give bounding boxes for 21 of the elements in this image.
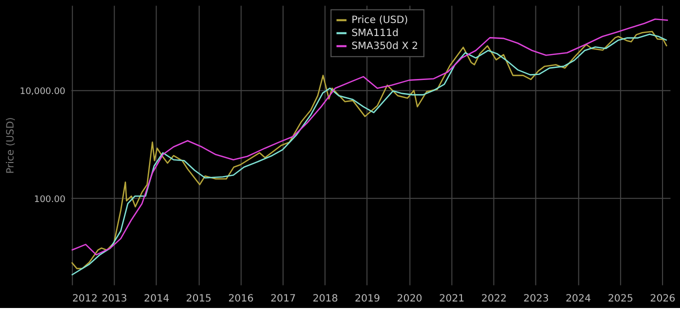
x-tick-label: 2025 <box>608 293 634 304</box>
x-tick-label: 2019 <box>354 293 380 304</box>
x-tick-label: 2021 <box>439 293 465 304</box>
x-tick-label: 2014 <box>144 293 170 304</box>
y-tick-label: 100.00 <box>34 194 66 205</box>
y-tick-label: 10,000.00 <box>20 86 66 97</box>
x-tick-label: 2016 <box>228 293 254 304</box>
legend-label: Price (USD) <box>351 15 408 26</box>
x-tick-label: 2020 <box>396 293 422 304</box>
x-tick-label: 2022 <box>481 293 507 304</box>
x-tick-label: 2023 <box>523 293 549 304</box>
x-tick-label: 2018 <box>312 293 338 304</box>
legend-label: SMA111d <box>351 28 399 40</box>
y-axis-title: Price (USD) <box>6 117 17 174</box>
x-tick-label: 2013 <box>102 293 128 304</box>
x-tick-label: 2024 <box>566 293 591 304</box>
x-tick-label: 2017 <box>270 293 296 304</box>
x-tick-label: 2026 <box>650 293 676 304</box>
x-tick-label: 2012 <box>72 293 98 304</box>
x-tick-label: 2015 <box>186 293 212 304</box>
legend-label: SMA350d X 2 <box>351 41 418 52</box>
